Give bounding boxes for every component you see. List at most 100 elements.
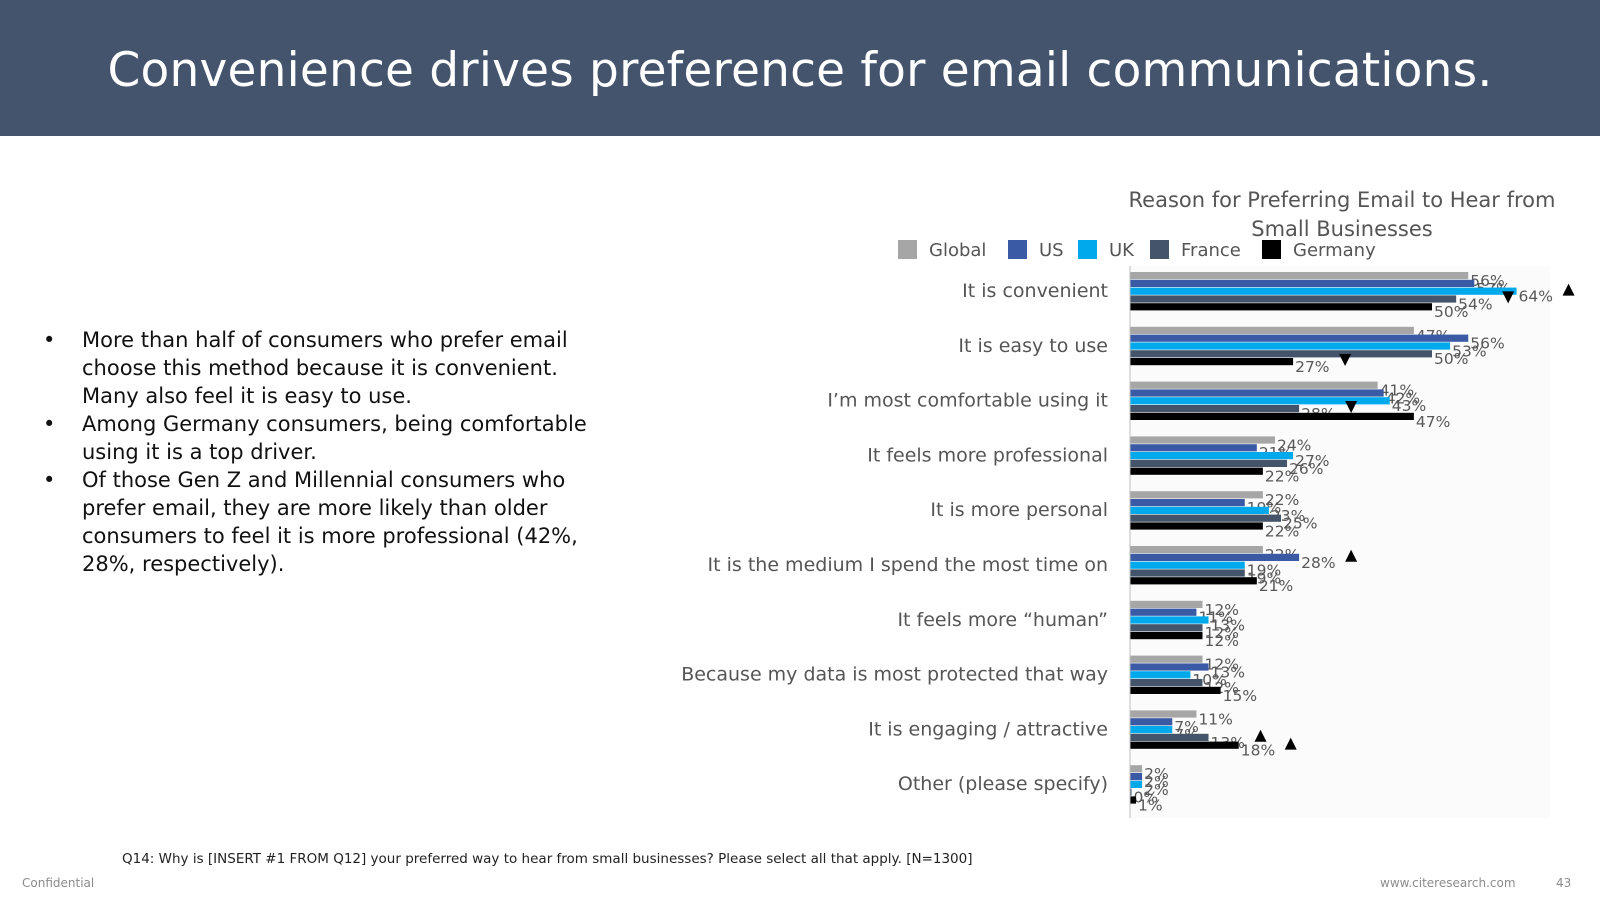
- bar: [1130, 499, 1245, 507]
- bar: [1130, 608, 1197, 616]
- page-number: 43: [1556, 876, 1572, 890]
- data-label: 12%: [1204, 624, 1238, 642]
- significance-down-icon: [1339, 354, 1352, 366]
- bar: [1130, 733, 1209, 741]
- data-label: 56%: [1470, 335, 1504, 353]
- bar: [1130, 663, 1209, 671]
- significance-up-icon: [1562, 283, 1575, 296]
- category-label: It is the medium I spend the most time o…: [708, 554, 1108, 576]
- bar: [1130, 452, 1294, 460]
- bar: [1130, 741, 1239, 749]
- bar: [1130, 671, 1191, 679]
- bullet-item: • Among Germany consumers, being comfort…: [40, 410, 620, 466]
- data-label: 15%: [1223, 687, 1257, 705]
- bar: [1130, 334, 1469, 342]
- data-label: 64%: [1519, 288, 1553, 306]
- significance-down-icon: [1502, 291, 1515, 304]
- data-label: 50%: [1434, 303, 1468, 321]
- data-label: 24%: [1277, 436, 1311, 454]
- data-label: 22%: [1265, 491, 1299, 509]
- data-label: 53%: [1452, 342, 1486, 360]
- data-label: 7%: [1174, 718, 1199, 736]
- bar: [1130, 679, 1203, 687]
- significance-down-icon: [1345, 401, 1358, 413]
- data-label: 11%: [1198, 710, 1232, 728]
- bar: [1130, 295, 1457, 303]
- legend-label: UK: [1109, 240, 1135, 261]
- bar: [1130, 686, 1221, 694]
- bar: [1130, 287, 1517, 295]
- data-label: 12%: [1204, 601, 1238, 619]
- significance-up-icon: [1345, 549, 1358, 562]
- bar: [1130, 412, 1414, 420]
- category-label: It is convenient: [962, 280, 1108, 302]
- data-label: 2%: [1144, 765, 1169, 783]
- data-label: 13%: [1211, 663, 1245, 681]
- legend-label: France: [1181, 240, 1241, 261]
- bullet-item: • Of those Gen Z and Millennial consumer…: [40, 466, 620, 578]
- bar: [1130, 342, 1451, 350]
- bar: [1130, 577, 1257, 585]
- bar: [1130, 389, 1384, 397]
- data-label: 43%: [1392, 397, 1426, 415]
- data-label: 54%: [1458, 295, 1492, 313]
- category-label: It feels more “human”: [897, 609, 1108, 631]
- bar: [1130, 569, 1245, 577]
- title-band: [0, 0, 1600, 136]
- data-label: 2%: [1144, 773, 1169, 791]
- bar: [1130, 397, 1390, 405]
- bar: [1130, 514, 1281, 522]
- data-label: 2%: [1144, 781, 1169, 799]
- bullet-text: More than half of consumers who prefer e…: [82, 328, 568, 408]
- bar: [1130, 718, 1173, 726]
- data-label: 19%: [1247, 562, 1281, 580]
- data-label: 56%: [1470, 272, 1504, 290]
- category-label: I’m most comfortable using it: [827, 390, 1108, 412]
- bar: [1130, 796, 1137, 804]
- bar: [1130, 616, 1209, 624]
- legend-swatch: [898, 240, 917, 259]
- data-label: 47%: [1416, 413, 1450, 431]
- bar: [1130, 279, 1475, 287]
- data-label: 28%: [1301, 554, 1335, 572]
- bar: [1130, 381, 1378, 389]
- data-label: 22%: [1265, 468, 1299, 486]
- legend-swatch: [1150, 240, 1169, 259]
- bar: [1130, 350, 1432, 358]
- bar: [1130, 491, 1263, 499]
- chart-title: Reason for Preferring Email to Hear from…: [1128, 188, 1556, 241]
- category-label: Because my data is most protected that w…: [681, 664, 1108, 686]
- significance-up-icon: [1254, 729, 1267, 742]
- bar: [1130, 632, 1203, 640]
- significance-up-icon: [1284, 737, 1297, 750]
- data-label: 12%: [1204, 632, 1238, 650]
- category-label: It is engaging / attractive: [868, 718, 1108, 740]
- bar: [1130, 436, 1275, 444]
- bar: [1130, 773, 1143, 781]
- data-label: 41%: [1380, 382, 1414, 400]
- legend-label: Global: [929, 240, 986, 261]
- website-label: www.citeresearch.com: [1380, 876, 1516, 890]
- category-label: It is easy to use: [958, 335, 1108, 357]
- bar: [1130, 303, 1432, 311]
- bullet-list: • More than half of consumers who prefer…: [40, 326, 620, 578]
- bullet-symbol: •: [43, 412, 56, 436]
- bar: [1130, 726, 1173, 734]
- data-label: 0%: [1134, 789, 1159, 807]
- category-label: It feels more professional: [867, 444, 1108, 466]
- bar: [1130, 788, 1132, 796]
- bar: [1130, 326, 1414, 334]
- bar: [1130, 522, 1263, 530]
- bar: [1130, 459, 1288, 467]
- bar: [1130, 710, 1197, 718]
- bar: [1130, 272, 1469, 280]
- category-label: It is more personal: [930, 499, 1108, 521]
- bar: [1130, 553, 1300, 561]
- category-label: Other (please specify): [898, 773, 1108, 795]
- bar: [1130, 358, 1294, 366]
- bar: [1130, 561, 1245, 569]
- slide-title: Convenience drives preference for email …: [107, 43, 1493, 98]
- data-label: 18%: [1241, 742, 1275, 760]
